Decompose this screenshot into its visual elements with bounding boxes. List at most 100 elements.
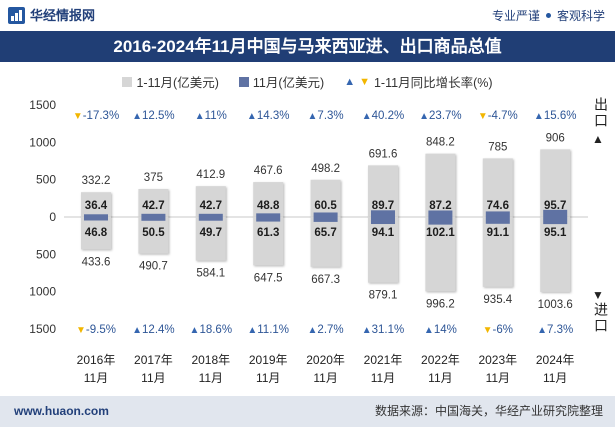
x-tick-label-year: 2021年 bbox=[364, 353, 403, 367]
growth-unit: % bbox=[563, 324, 573, 336]
import-growth-label: ▼-6% bbox=[483, 324, 513, 336]
export-ytd-bar bbox=[425, 153, 456, 217]
growth-up-triangle-icon: ▲ bbox=[308, 111, 318, 122]
export-ytd-label: 332.2 bbox=[82, 175, 111, 187]
export-month-bar bbox=[485, 211, 510, 217]
export-growth-value: -17.3 bbox=[83, 110, 109, 122]
import-growth-value: 14 bbox=[434, 324, 447, 336]
logo-icon bbox=[8, 7, 25, 24]
header: 华经情报网 专业严谨 客观科学 bbox=[0, 0, 615, 31]
export-ytd-bar bbox=[540, 149, 571, 217]
growth-up-triangle-icon: ▲ bbox=[419, 111, 429, 122]
legend-label-growth: 1-11月同比增长率(%) bbox=[373, 76, 493, 90]
import-month-label: 95.1 bbox=[544, 227, 567, 239]
growth-up-triangle-icon: ▲ bbox=[190, 325, 200, 336]
x-tick-label-month: 11月 bbox=[313, 371, 337, 385]
x-tick-label-month: 11月 bbox=[543, 371, 567, 385]
footer-url: www.huaon.com bbox=[14, 404, 109, 418]
export-month-label: 36.4 bbox=[85, 200, 108, 212]
export-month-bar bbox=[428, 210, 453, 217]
import-ytd-bar bbox=[368, 217, 398, 283]
x-tick-label-year: 2016年 bbox=[77, 353, 116, 367]
growth-unit: % bbox=[279, 110, 289, 122]
import-ytd-bar bbox=[482, 217, 513, 287]
growth-up-triangle-icon: ▲ bbox=[537, 325, 547, 336]
growth-up-triangle-icon: ▲ bbox=[132, 325, 142, 336]
import-ytd-bar bbox=[425, 217, 456, 292]
import-growth-value: -9.5 bbox=[86, 324, 106, 336]
export-ytd-bar bbox=[310, 179, 341, 217]
import-ytd-bar bbox=[310, 217, 341, 267]
export-ytd-label: 412.9 bbox=[196, 169, 225, 181]
export-month-bar bbox=[543, 209, 568, 217]
y-tick-label: 1500 bbox=[29, 98, 56, 112]
export-ytd-bar bbox=[138, 189, 169, 217]
import-ytd-label: 879.1 bbox=[369, 290, 398, 302]
export-growth-label: ▲12.5% bbox=[132, 110, 175, 122]
growth-up-triangle-icon: ▲ bbox=[424, 325, 434, 336]
x-tick-label-month: 11月 bbox=[84, 371, 108, 385]
growth-unit: % bbox=[566, 110, 576, 122]
import-ytd-label: 996.2 bbox=[426, 298, 455, 310]
export-growth-label: ▼-17.3% bbox=[73, 110, 119, 122]
import-growth-label: ▲12.4% bbox=[132, 324, 175, 336]
y-tick-label: 500 bbox=[36, 247, 56, 261]
import-month-label: 65.7 bbox=[314, 227, 336, 239]
x-tick-label-year: 2019年 bbox=[249, 353, 288, 367]
export-growth-value: 7.3 bbox=[317, 110, 333, 122]
growth-unit: % bbox=[106, 324, 116, 336]
import-ytd-label: 935.4 bbox=[483, 294, 512, 306]
separator-dot-icon bbox=[545, 13, 551, 18]
legend: 1-11月(亿美元) 11月(亿美元) ▲ ▼ 1-11月同比增长率(%) bbox=[0, 73, 615, 90]
growth-up-triangle-icon: ▲ bbox=[308, 325, 318, 336]
export-ytd-label: 848.2 bbox=[426, 137, 455, 149]
export-ytd-bar bbox=[482, 158, 513, 217]
growth-up-triangle-icon: ▲ bbox=[362, 325, 372, 336]
growth-unit: % bbox=[447, 324, 457, 336]
slogan: 专业严谨 客观科学 bbox=[492, 0, 605, 31]
import-ytd-label: 433.6 bbox=[82, 256, 111, 268]
import-growth-value: 31.1 bbox=[372, 324, 394, 336]
import-growth-label: ▲7.3% bbox=[537, 324, 573, 336]
import-growth-value: 12.4 bbox=[142, 324, 165, 336]
export-growth-value: 40.2 bbox=[372, 110, 394, 122]
export-ytd-bar bbox=[195, 186, 226, 217]
import-month-bar bbox=[198, 217, 223, 221]
slogan-left: 专业严谨 bbox=[491, 9, 540, 23]
x-tick-label-month: 11月 bbox=[428, 371, 452, 385]
export-month-bar bbox=[198, 213, 223, 217]
export-growth-value: 12.5 bbox=[142, 110, 164, 122]
export-ytd-bar bbox=[81, 192, 111, 217]
footer-source: 数据来源：中国海关，华经产业研究院整理 bbox=[374, 404, 603, 418]
import-month-bar bbox=[428, 217, 453, 225]
chart-title: 2016-2024年11月中国与马来西亚进、出口商品总值 bbox=[0, 31, 615, 62]
import-month-bar bbox=[256, 217, 281, 222]
growth-unit: % bbox=[164, 110, 174, 122]
x-tick-label-year: 2024年 bbox=[536, 353, 575, 367]
import-growth-value: -6 bbox=[493, 324, 503, 336]
export-growth-label: ▲23.7% bbox=[419, 110, 462, 122]
export-growth-value: 14.3 bbox=[257, 110, 279, 122]
export-month-label: 74.6 bbox=[487, 200, 509, 212]
import-ytd-label: 667.3 bbox=[311, 274, 340, 286]
import-growth-label: ▼-9.5% bbox=[76, 324, 116, 336]
footer: www.huaon.com 数据来源：中国海关，华经产业研究院整理 bbox=[0, 396, 615, 427]
export-month-bar bbox=[371, 210, 395, 217]
import-ytd-label: 647.5 bbox=[254, 272, 283, 284]
import-ytd-label: 1003.6 bbox=[538, 299, 573, 311]
export-ytd-label: 691.6 bbox=[369, 148, 398, 160]
import-month-bar bbox=[313, 217, 338, 222]
x-tick-label-year: 2017年 bbox=[134, 353, 173, 367]
export-growth-label: ▲14.3% bbox=[247, 110, 290, 122]
growth-down-triangle-icon: ▼ bbox=[76, 325, 86, 336]
import-month-label: 61.3 bbox=[257, 227, 279, 239]
export-ytd-label: 906 bbox=[546, 132, 565, 144]
x-tick-label-year: 2022年 bbox=[421, 353, 460, 367]
growth-unit: % bbox=[333, 110, 343, 122]
x-tick-label-year: 2023年 bbox=[478, 353, 517, 367]
legend-swatch-month bbox=[238, 76, 249, 87]
growth-unit: % bbox=[222, 324, 232, 336]
export-growth-label: ▲15.6% bbox=[534, 110, 577, 122]
import-growth-label: ▲14% bbox=[424, 324, 457, 336]
import-growth-value: 18.6 bbox=[199, 324, 221, 336]
